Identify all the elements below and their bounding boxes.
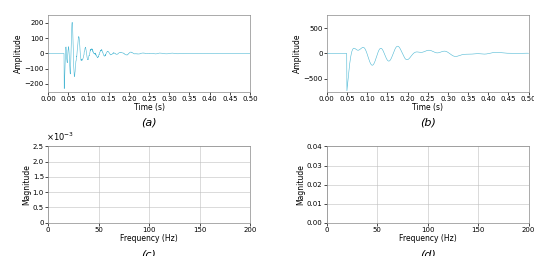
Text: (c): (c): [142, 249, 156, 256]
X-axis label: Frequency (Hz): Frequency (Hz): [399, 234, 457, 243]
Y-axis label: Amplitude: Amplitude: [14, 34, 23, 73]
Y-axis label: Amplitude: Amplitude: [293, 34, 302, 73]
Text: (b): (b): [420, 118, 436, 128]
Text: $\times10^{-3}$: $\times10^{-3}$: [46, 131, 74, 143]
Y-axis label: Magnitude: Magnitude: [296, 164, 305, 205]
Text: (a): (a): [141, 118, 157, 128]
X-axis label: Time (s): Time (s): [412, 103, 443, 112]
Text: (d): (d): [420, 249, 436, 256]
X-axis label: Frequency (Hz): Frequency (Hz): [120, 234, 178, 243]
Y-axis label: Magnitude: Magnitude: [22, 164, 32, 205]
X-axis label: Time (s): Time (s): [134, 103, 164, 112]
